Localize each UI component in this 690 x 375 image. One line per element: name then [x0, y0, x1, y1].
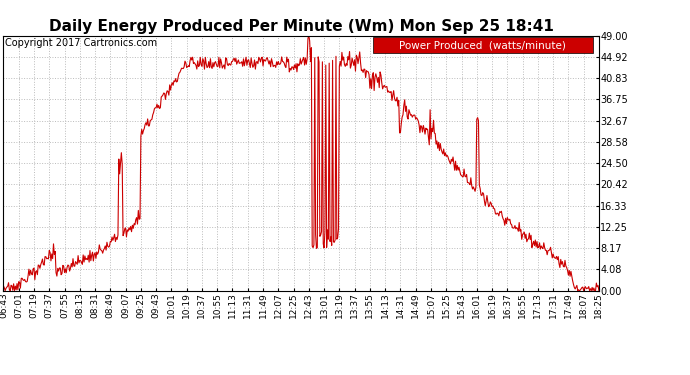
Text: Power Produced  (watts/minute): Power Produced (watts/minute)	[400, 40, 566, 50]
Title: Daily Energy Produced Per Minute (Wm) Mon Sep 25 18:41: Daily Energy Produced Per Minute (Wm) Mo…	[49, 20, 553, 34]
FancyBboxPatch shape	[373, 37, 593, 54]
Text: Copyright 2017 Cartronics.com: Copyright 2017 Cartronics.com	[5, 38, 157, 48]
